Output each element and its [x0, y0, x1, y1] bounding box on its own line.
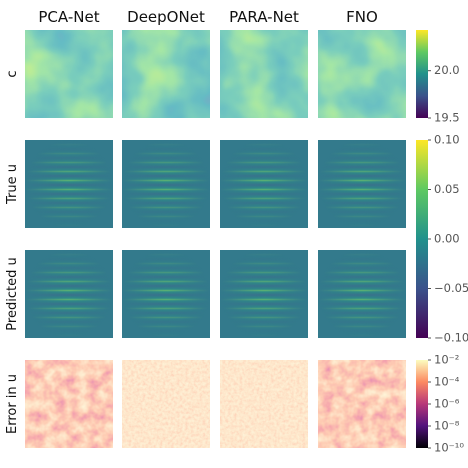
u-field	[318, 140, 406, 228]
error-field	[122, 360, 210, 448]
colorbar-tick-label: 19.5	[434, 111, 460, 125]
colorbar-tick-label: 10⁻⁴	[434, 375, 460, 389]
error-field	[220, 360, 308, 448]
c-field	[25, 30, 113, 118]
colorbar-tick-label: 0.05	[434, 182, 460, 196]
column-title: FNO	[346, 8, 378, 26]
colorbar	[416, 140, 428, 338]
error-field	[25, 360, 113, 448]
column-title: PARA-Net	[229, 8, 299, 26]
u-field	[122, 140, 210, 228]
colorbar-tick-label: 10⁻⁸	[434, 419, 460, 433]
colorbar-tick-label: 10⁻⁶	[434, 397, 460, 411]
row-label: Error in u	[5, 374, 20, 434]
colorbar-tick-label: −0.05	[434, 281, 468, 295]
colorbar	[416, 30, 428, 118]
colorbar	[416, 360, 428, 448]
colorbar-tick-label: 10⁻¹⁰	[434, 441, 464, 455]
u-field	[122, 250, 210, 338]
column-title: PCA-Net	[38, 8, 99, 26]
u-field	[220, 140, 308, 228]
colorbar-tick-label: 0.00	[434, 232, 460, 246]
u-field	[25, 250, 113, 338]
colorbar-tick-label: 0.10	[434, 133, 460, 147]
row-label: True u	[5, 164, 20, 205]
u-field	[25, 140, 113, 228]
colorbar-tick-label: 20.0	[434, 63, 460, 77]
u-field	[318, 250, 406, 338]
colorbar-tick-label: −0.10	[434, 331, 468, 345]
column-title: DeepONet	[127, 8, 205, 26]
c-field	[318, 30, 406, 118]
u-field	[220, 250, 308, 338]
error-field	[318, 360, 406, 448]
c-field	[122, 30, 210, 118]
row-label: c	[5, 70, 20, 77]
row-label: Predicted u	[5, 257, 20, 330]
c-field	[220, 30, 308, 118]
colorbar-tick-label: 10⁻²	[434, 353, 459, 367]
